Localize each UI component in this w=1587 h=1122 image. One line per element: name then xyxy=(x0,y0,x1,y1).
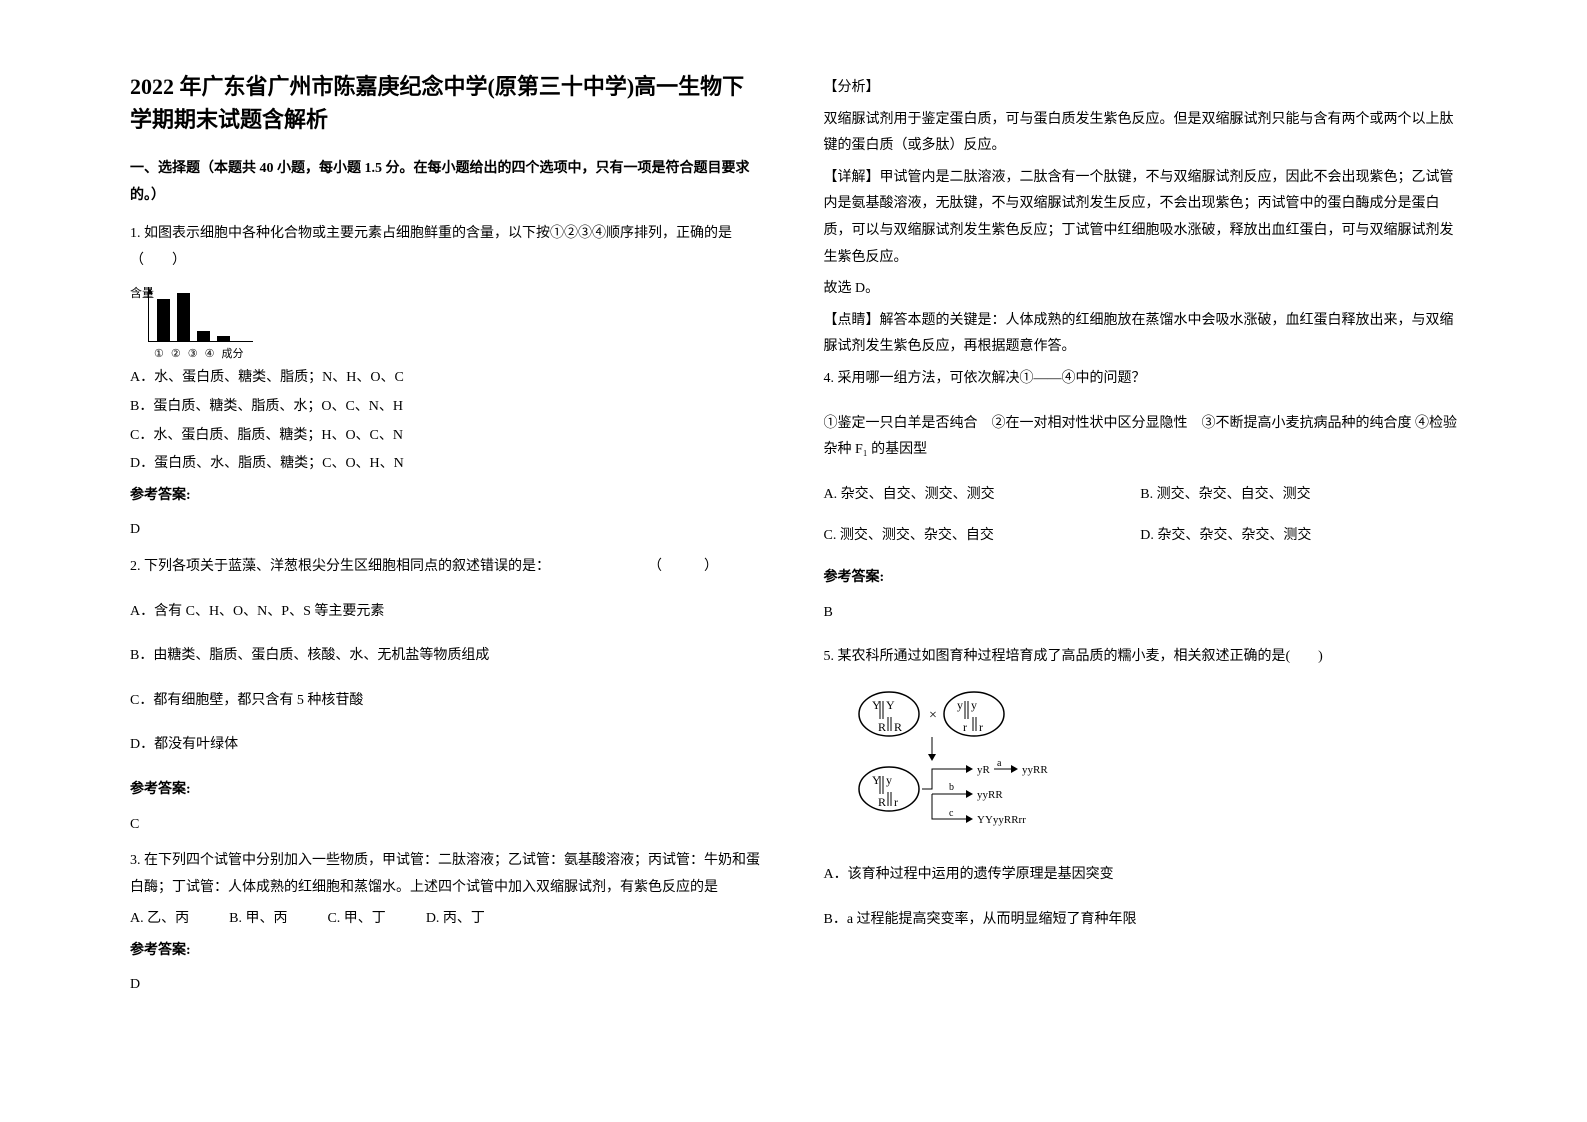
q3-options: A. 乙、丙 B. 甲、丙 C. 甲、丁 D. 丙、丁 xyxy=(130,906,764,933)
x-label-2: ② xyxy=(171,344,181,365)
x-label-4: ④ xyxy=(205,344,215,365)
x-label-3: ③ xyxy=(188,344,198,365)
q2-option-c: C．都有细胞壁，都只含有 5 种核苷酸 xyxy=(130,688,764,715)
document-title: 2022 年广东省广州市陈嘉庚纪念中学(原第三十中学)高一生物下学期期末试题含解… xyxy=(130,70,764,136)
bar-4 xyxy=(217,336,230,341)
q4-text: 4. 采用哪一组方法，可依次解决①——④中的问题？ xyxy=(824,366,1458,393)
q5-diagram: Y Y R R × y y r r xyxy=(854,689,1458,845)
q3-option-c: C. 甲、丁 xyxy=(327,906,385,933)
svg-text:yyRR: yyRR xyxy=(1022,764,1048,776)
q4-options-row1: A. 杂交、自交、测交、测交 B. 测交、杂交、自交、测交 xyxy=(824,482,1458,509)
q1-chart: 含量 ▲ ① ② ③ ④ 成分 xyxy=(130,282,764,357)
svg-text:b: b xyxy=(949,782,954,793)
q5-option-a: A．该育种过程中运用的遗传学原理是基因突变 xyxy=(824,862,1458,889)
q1-option-b: B．蛋白质、糖类、脂质、水；O、C、N、H xyxy=(130,394,764,421)
svg-text:Y: Y xyxy=(886,698,895,712)
analysis-conclusion: 故选 D。 xyxy=(824,276,1458,303)
question-1: 1. 如图表示细胞中各种化合物或主要元素占细胞鲜重的含量，以下按①②③④顺序排列… xyxy=(130,221,764,544)
svg-text:YYyyRRrr: YYyyRRrr xyxy=(977,814,1026,826)
q3-option-b: B. 甲、丙 xyxy=(229,906,287,933)
bar-3 xyxy=(197,331,210,341)
q1-answer: D xyxy=(130,517,764,544)
svg-text:a: a xyxy=(997,758,1002,769)
bar-1 xyxy=(157,299,170,341)
q4-option-d: D. 杂交、杂交、杂交、测交 xyxy=(1140,523,1457,550)
q5-option-b: B．a 过程能提高突变率，从而明显缩短了育种年限 xyxy=(824,907,1458,934)
q4-options-row2: C. 测交、测交、杂交、自交 D. 杂交、杂交、杂交、测交 xyxy=(824,523,1458,550)
analysis-p1: 双缩脲试剂用于鉴定蛋白质，可与蛋白质发生紫色反应。但是双缩脲试剂只能与含有两个或… xyxy=(824,107,1458,160)
q5-text: 5. 某农科所通过如图育种过程培育成了高品质的糯小麦，相关叙述正确的是( ) xyxy=(824,644,1458,671)
q2-answer: C xyxy=(130,812,764,839)
q4-option-c: C. 测交、测交、杂交、自交 xyxy=(824,523,1141,550)
q2-options: A．含有 C、H、O、N、P、S 等主要元素 B．由糖类、脂质、蛋白质、核酸、水… xyxy=(130,599,764,759)
chart-x-labels: ① ② ③ ④ 成分 xyxy=(148,344,244,365)
cross-diagram-svg: Y Y R R × y y r r xyxy=(854,689,1084,834)
svg-text:c: c xyxy=(949,808,954,819)
analysis-label: 【分析】 xyxy=(824,75,1458,102)
q3-answer-label: 参考答案: xyxy=(130,938,764,965)
tip-text: 【点睛】解答本题的关键是：人体成熟的红细胞放在蒸馏水中会吸水涨破，血红蛋白释放出… xyxy=(824,308,1458,361)
question-3: 3. 在下列四个试管中分别加入一些物质，甲试管：二肽溶液；乙试管：氨基酸溶液；丙… xyxy=(130,848,764,999)
q4-option-b: B. 测交、杂交、自交、测交 xyxy=(1140,482,1457,509)
svg-text:y: y xyxy=(957,698,963,712)
svg-text:r: r xyxy=(894,795,898,809)
tip-content: 解答本题的关键是：人体成熟的红细胞放在蒸馏水中会吸水涨破，血红蛋白释放出来，与双… xyxy=(824,313,1454,355)
bar-2 xyxy=(177,293,190,341)
x-label-1: ① xyxy=(154,344,164,365)
svg-text:r: r xyxy=(979,720,983,734)
svg-text:y: y xyxy=(886,773,892,787)
q1-answer-label: 参考答案: xyxy=(130,483,764,510)
q1-options: A．水、蛋白质、糖类、脂质；N、H、O、C B．蛋白质、糖类、脂质、水；O、C、… xyxy=(130,365,764,477)
question-2: 2. 下列各项关于蓝藻、洋葱根尖分生区细胞相同点的叙述错误的是： （ ） A．含… xyxy=(130,554,764,838)
q2-text: 2. 下列各项关于蓝藻、洋葱根尖分生区细胞相同点的叙述错误的是： （ ） xyxy=(130,554,764,581)
svg-text:yR: yR xyxy=(977,764,991,776)
q3-text: 3. 在下列四个试管中分别加入一些物质，甲试管：二肽溶液；乙试管：氨基酸溶液；丙… xyxy=(130,848,764,901)
q4-answer: B xyxy=(824,600,1458,627)
q1-option-c: C．水、蛋白质、脂质、糖类；H、O、C、N xyxy=(130,423,764,450)
tip-label: 【点睛】 xyxy=(824,313,880,328)
svg-text:R: R xyxy=(878,720,886,734)
svg-text:R: R xyxy=(878,795,886,809)
question-5: 5. 某农科所通过如图育种过程培育成了高品质的糯小麦，相关叙述正确的是( ) Y… xyxy=(824,644,1458,933)
q1-option-a: A．水、蛋白质、糖类、脂质；N、H、O、C xyxy=(130,365,764,392)
q2-option-a: A．含有 C、H、O、N、P、S 等主要元素 xyxy=(130,599,764,626)
q1-option-d: D．蛋白质、水、脂质、糖类；C、O、H、N xyxy=(130,451,764,478)
x-suffix: 成分 xyxy=(222,344,244,365)
q4-option-a: A. 杂交、自交、测交、测交 xyxy=(824,482,1141,509)
q2-option-d: D．都没有叶绿体 xyxy=(130,732,764,759)
q1-text: 1. 如图表示细胞中各种化合物或主要元素占细胞鲜重的含量，以下按①②③④顺序排列… xyxy=(130,221,764,274)
question-4: 4. 采用哪一组方法，可依次解决①——④中的问题？ ①鉴定一只白羊是否纯合 ②在… xyxy=(824,366,1458,626)
detail-label: 【详解】 xyxy=(824,170,880,185)
q4-answer-label: 参考答案: xyxy=(824,565,1458,592)
q2-answer-label: 参考答案: xyxy=(130,777,764,804)
q4-sub: ①鉴定一只白羊是否纯合 ②在一对相对性状中区分显隐性 ③不断提高小麦抗病品种的纯… xyxy=(824,411,1458,464)
q3-answer: D xyxy=(130,972,764,999)
svg-text:yyRR: yyRR xyxy=(977,789,1003,801)
svg-text:×: × xyxy=(929,708,937,723)
q3-option-a: A. 乙、丙 xyxy=(130,906,189,933)
q3-option-d: D. 丙、丁 xyxy=(426,906,485,933)
svg-text:r: r xyxy=(963,720,967,734)
detail-text: 【详解】甲试管内是二肽溶液，二肽含有一个肽键，不与双缩脲试剂反应，因此不会出现紫… xyxy=(824,165,1458,271)
analysis-p2: 甲试管内是二肽溶液，二肽含有一个肽键，不与双缩脲试剂反应，因此不会出现紫色；乙试… xyxy=(824,170,1454,265)
svg-text:R: R xyxy=(894,720,902,734)
svg-text:y: y xyxy=(971,698,977,712)
chart-area xyxy=(148,287,253,342)
q2-option-b: B．由糖类、脂质、蛋白质、核酸、水、无机盐等物质组成 xyxy=(130,643,764,670)
section-header: 一、选择题（本题共 40 小题，每小题 1.5 分。在每小题给出的四个选项中，只… xyxy=(130,156,764,209)
